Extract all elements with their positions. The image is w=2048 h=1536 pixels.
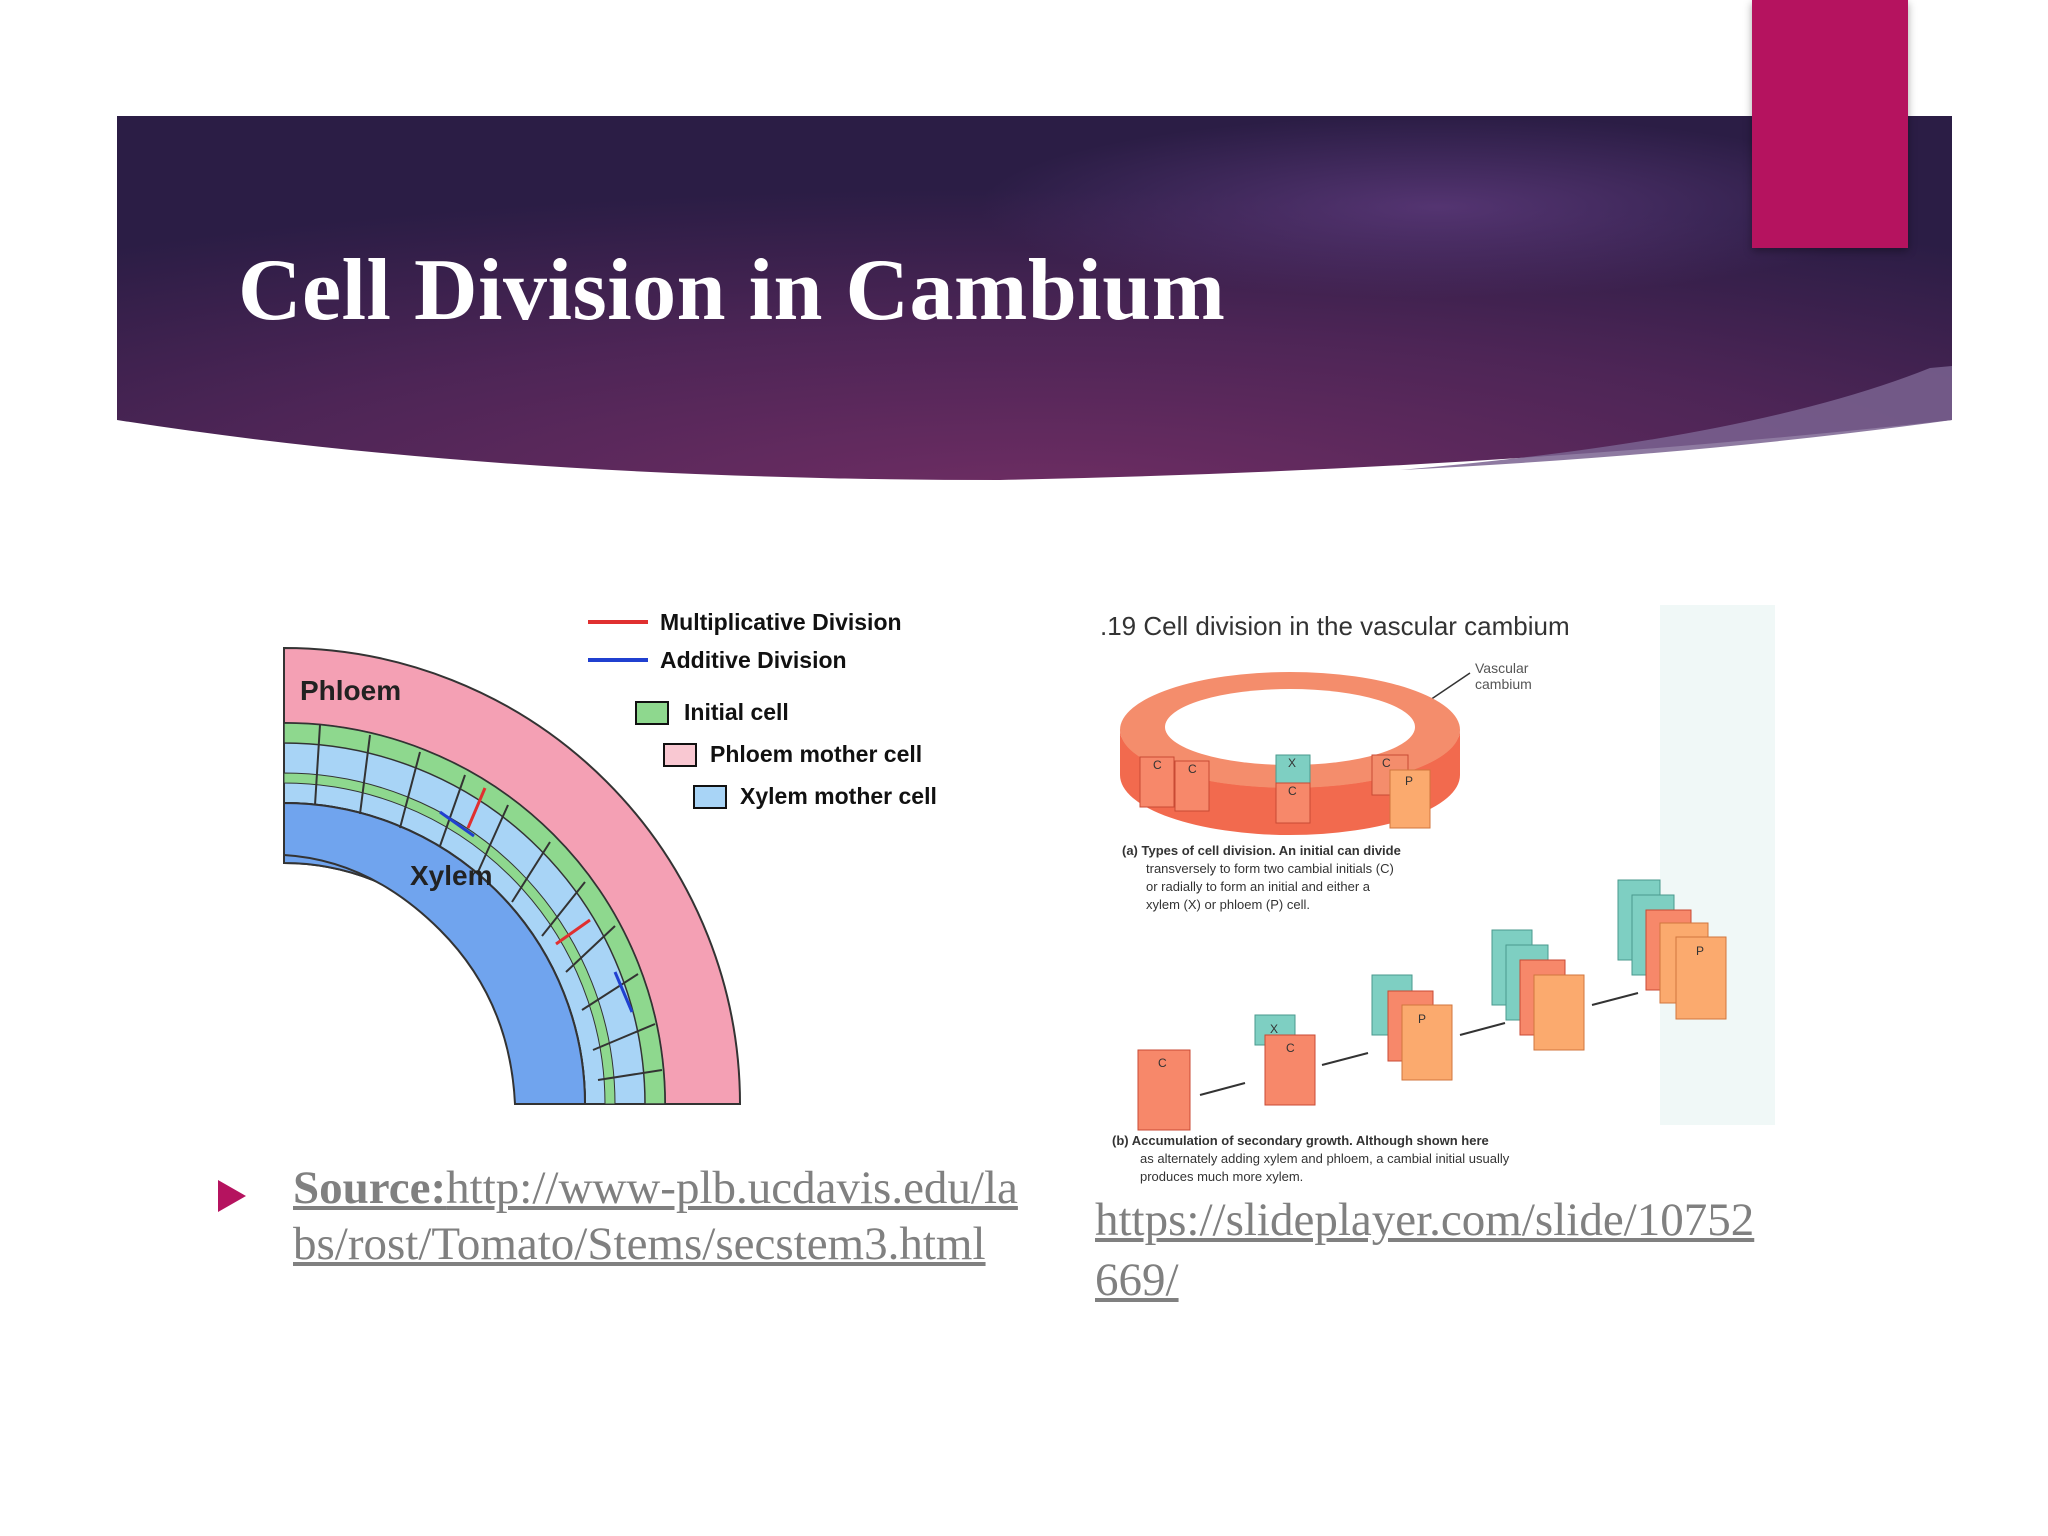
- vascular-cambium-figure: .19 Cell division in the vascular cambiu…: [1100, 605, 1775, 1185]
- legend-multiplicative: Multiplicative Division: [660, 609, 902, 635]
- title-banner: [117, 116, 1952, 480]
- caption-b-line2: as alternately adding xylem and phloem, …: [1140, 1151, 1510, 1166]
- source-right-link[interactable]: https://slideplayer.com/slide/10752669/: [1095, 1194, 1755, 1306]
- cambium-ring: C C X C C P: [1120, 672, 1460, 835]
- legend-phloem-mother: Phloem mother cell: [710, 741, 922, 767]
- caption-a: (a) Types of cell division. An initial c…: [1122, 843, 1401, 912]
- ring-letter-c2: C: [1188, 762, 1197, 776]
- seq-letter-c1: C: [1158, 1056, 1167, 1070]
- legend-initial: Initial cell: [684, 699, 789, 725]
- ring-letter-c1: C: [1153, 758, 1162, 772]
- callout-line2: cambium: [1475, 676, 1532, 692]
- caption-b: (b) Accumulation of secondary growth. Al…: [1112, 1133, 1510, 1184]
- seq-letter-p1: P: [1418, 1012, 1426, 1026]
- source-left-url: http://www-plb.ucdavis.edu/labs/rost/Tom…: [293, 1162, 1018, 1270]
- callout-line1: Vascular: [1475, 660, 1529, 676]
- slide-title: Cell Division in Cambium: [238, 242, 1226, 339]
- legend-initial-swatch: [635, 701, 669, 725]
- seq-letter-p2: P: [1696, 944, 1704, 958]
- figure-title: .19 Cell division in the vascular cambiu…: [1100, 611, 1570, 641]
- caption-a-line1: (a) Types of cell division. An initial c…: [1122, 843, 1401, 858]
- legend-xylem-mother: Xylem mother cell: [740, 783, 937, 809]
- legend: Multiplicative Division Additive Divisio…: [588, 609, 937, 809]
- ring-letter-c4: C: [1382, 756, 1391, 770]
- diagram-layers: [283, 646, 742, 1105]
- accent-tab: [1752, 0, 1908, 248]
- caption-a-line3: or radially to form an initial and eithe…: [1146, 879, 1371, 894]
- phloem-label: Phloem: [300, 675, 401, 706]
- legend-additive: Additive Division: [660, 647, 847, 673]
- source-right: https://slideplayer.com/slide/10752669/: [1095, 1190, 1775, 1310]
- seq-letter-c2: C: [1286, 1041, 1295, 1055]
- source-label: Source:: [293, 1162, 447, 1214]
- caption-a-line4: xylem (X) or phloem (P) cell.: [1146, 897, 1310, 912]
- growth-sequence: C X C P P: [1137, 879, 1727, 1131]
- source-left: Source:http://www-plb.ucdavis.edu/labs/r…: [293, 1160, 1033, 1272]
- seq-letter-x1: X: [1270, 1022, 1278, 1036]
- caption-b-line3: produces much more xylem.: [1140, 1169, 1303, 1184]
- legend-xylem-mother-swatch: [693, 785, 727, 809]
- caption-a-line2: transversely to form two cambial initial…: [1146, 861, 1394, 876]
- cambium-diagram: Phloem Xylem Multiplicative Division Add…: [283, 609, 937, 1105]
- caption-b-line1: (b) Accumulation of secondary growth. Al…: [1112, 1133, 1489, 1148]
- ring-letter-p: P: [1405, 774, 1413, 788]
- bullet-arrow-icon: [218, 1180, 246, 1212]
- source-left-link[interactable]: Source:http://www-plb.ucdavis.edu/labs/r…: [293, 1162, 1018, 1270]
- legend-phloem-mother-swatch: [663, 743, 697, 767]
- ring-letter-x: X: [1288, 756, 1296, 770]
- ring-letter-c3: C: [1288, 784, 1297, 798]
- xylem-label: Xylem: [410, 860, 493, 891]
